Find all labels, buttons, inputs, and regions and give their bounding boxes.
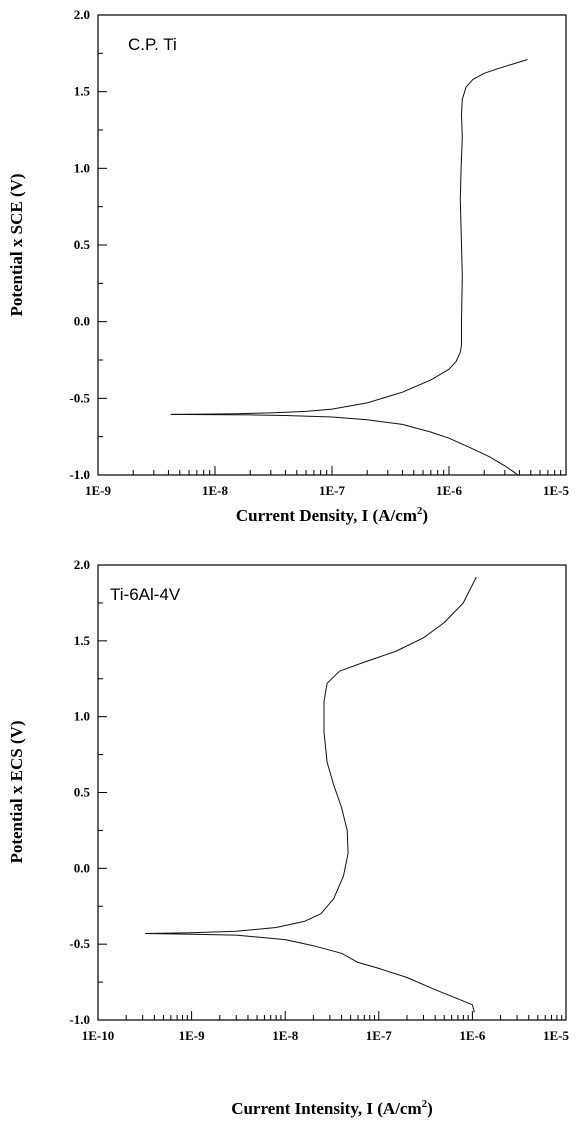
x-tick-label: 1E-6 (436, 483, 463, 498)
y-axis-title: Potential x SCE (V) (7, 173, 26, 316)
x-axis-title-main: Current Density, I (A/cm (236, 506, 417, 525)
y-tick-label: 0.5 (74, 785, 91, 800)
x-tick-label: 1E-8 (202, 483, 229, 498)
x-tick-label: 1E-5 (543, 1028, 570, 1043)
x-tick-label: 1E-8 (272, 1028, 299, 1043)
x-axis-title-tail: ) (427, 1099, 433, 1118)
y-tick-label: -0.5 (69, 936, 90, 951)
series-line-anodic (170, 59, 528, 415)
x-axis-title-main: Current Intensity, I (A/cm (231, 1099, 421, 1118)
y-tick-label: 2.0 (74, 7, 90, 22)
plot-frame (97, 14, 567, 476)
y-tick-label: 1.5 (74, 84, 91, 99)
x-tick-label: 1E-5 (543, 483, 570, 498)
panel-label: C.P. Ti (128, 35, 177, 54)
series-group (145, 576, 477, 1013)
series-group (170, 59, 528, 476)
y-tick-label: 0.0 (74, 314, 90, 329)
x-tick-label: 1E-9 (179, 1028, 206, 1043)
x-axis-title-sup: 2 (422, 1098, 428, 1110)
x-tick-label: 1E-7 (366, 1028, 393, 1043)
y-tick-label: 0.0 (74, 860, 90, 875)
y-tick-label: 1.0 (74, 709, 90, 724)
x-axis-title-tail: ) (422, 506, 428, 525)
axis-ticks: -1.0 -0.5 0.0 0.5 1.0 1.5 2.0 1E-10 1E-9 1E-8 1E-7… (69, 557, 569, 1043)
x-axis-title: Current Intensity, I (A/cm2) (231, 1098, 433, 1118)
y-tick-label: 1.5 (74, 633, 91, 648)
y-axis-title: Potential x ECS (V) (7, 720, 26, 863)
y-tick-label: 2.0 (74, 557, 90, 572)
y-tick-label: -0.5 (69, 390, 90, 405)
panel-label: Ti-6Al-4V (110, 585, 181, 604)
y-tick-label: 0.5 (74, 237, 91, 252)
x-tick-label: 1E-9 (85, 483, 112, 498)
y-tick-label: 1.0 (74, 160, 90, 175)
x-axis-title-sup: 2 (417, 505, 423, 517)
y-tick-label: -1.0 (69, 1012, 90, 1027)
y-tick-label: -1.0 (69, 467, 90, 482)
axis-ticks: -1.0 -0.5 0.0 0.5 1.0 1.5 2.0 1E-9 1E-8 1E-7 1E-6 1… (69, 7, 569, 498)
chart-ti-6al-4v: -1.0 -0.5 0.0 0.5 1.0 1.5 2.0 1E-10 1E-9 1E-8 1E-7… (7, 557, 570, 1118)
x-tick-label: 1E-7 (319, 483, 346, 498)
series-line-cathodic (145, 933, 475, 1013)
x-axis-title: Current Density, I (A/cm2) (236, 505, 428, 525)
series-line-anodic (145, 576, 477, 934)
x-tick-label: 1E-6 (459, 1028, 486, 1043)
x-tick-label: 1E-10 (82, 1028, 115, 1043)
series-line-cathodic (170, 413, 519, 476)
chart-cp-ti: -1.0 -0.5 0.0 0.5 1.0 1.5 2.0 1E-9 1E-8 1E-7 1E-6 1… (7, 7, 570, 525)
plot-frame (97, 564, 567, 1021)
